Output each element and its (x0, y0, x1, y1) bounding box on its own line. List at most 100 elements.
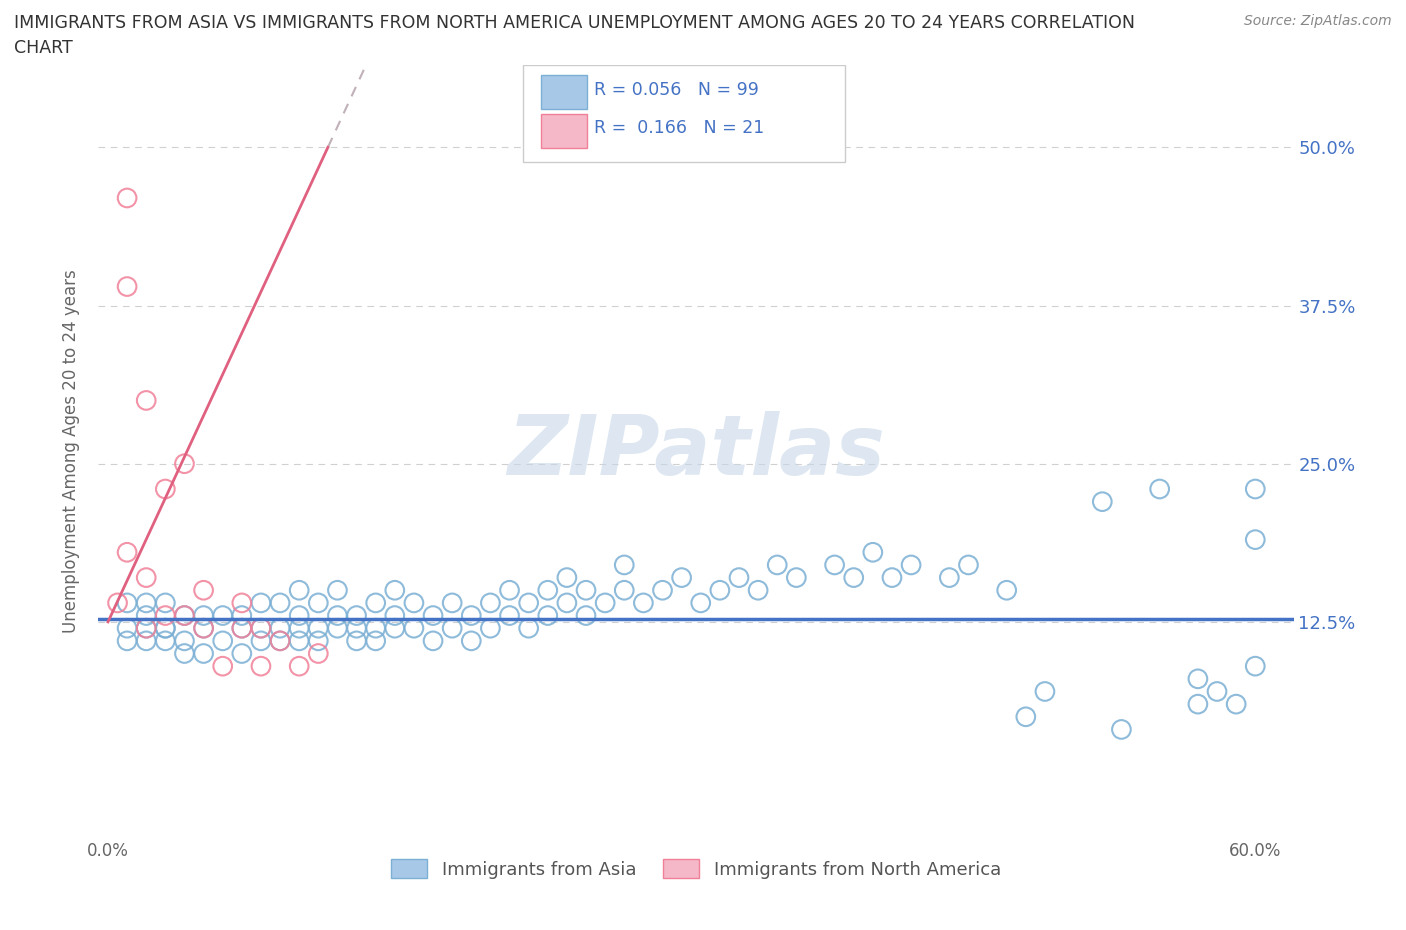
Point (115, 279, 138, 294)
Point (1225, 697, 1247, 711)
Point (135, 620, 157, 635)
Point (1091, 494, 1114, 509)
Point (115, 620, 138, 635)
Point (498, 608, 520, 623)
Point (135, 633, 157, 648)
Point (1244, 658, 1267, 673)
Point (288, 658, 311, 673)
Point (269, 620, 291, 635)
Point (250, 620, 273, 635)
Point (155, 595, 177, 610)
Text: CHART: CHART (14, 39, 73, 57)
Legend: Immigrants from Asia, Immigrants from North America: Immigrants from Asia, Immigrants from No… (384, 852, 1008, 886)
Point (250, 633, 273, 648)
Point (193, 608, 215, 623)
Point (364, 620, 387, 635)
Point (441, 595, 464, 610)
Point (307, 633, 329, 648)
Point (747, 583, 769, 598)
Point (384, 583, 406, 598)
Point (193, 646, 215, 661)
Point (1015, 710, 1038, 724)
Point (135, 608, 157, 623)
Point (862, 545, 884, 560)
Point (766, 557, 789, 572)
Point (115, 191, 138, 206)
Point (115, 595, 138, 610)
Point (346, 608, 368, 623)
Point (1187, 697, 1209, 711)
Point (173, 633, 195, 648)
Point (288, 633, 311, 648)
Point (880, 570, 903, 585)
Point (1149, 482, 1171, 497)
Point (1111, 722, 1133, 737)
Point (250, 620, 273, 635)
Point (135, 393, 157, 408)
Point (364, 595, 387, 610)
Point (593, 595, 616, 610)
Point (651, 583, 673, 598)
Point (135, 620, 157, 635)
Point (1187, 671, 1209, 686)
Point (211, 658, 233, 673)
Point (384, 620, 406, 635)
Point (498, 583, 520, 598)
Point (402, 595, 425, 610)
Point (575, 608, 598, 623)
Point (307, 620, 329, 635)
Text: ZIPatlas: ZIPatlas (508, 410, 884, 492)
Point (307, 595, 329, 610)
Point (785, 570, 807, 585)
Point (326, 620, 349, 635)
Point (107, 595, 129, 610)
Point (173, 608, 195, 623)
Text: IMMIGRANTS FROM ASIA VS IMMIGRANTS FROM NORTH AMERICA UNEMPLOYMENT AMONG AGES 20: IMMIGRANTS FROM ASIA VS IMMIGRANTS FROM … (14, 14, 1135, 32)
Point (460, 608, 482, 623)
Point (555, 595, 578, 610)
Point (231, 646, 253, 661)
Point (173, 608, 195, 623)
Point (115, 633, 138, 648)
Y-axis label: Unemployment Among Ages 20 to 24 years: Unemployment Among Ages 20 to 24 years (62, 269, 80, 633)
FancyBboxPatch shape (523, 65, 845, 162)
Point (364, 633, 387, 648)
Point (193, 620, 215, 635)
Text: R = 0.056   N = 99: R = 0.056 N = 99 (595, 81, 759, 99)
Point (231, 608, 253, 623)
Point (957, 557, 980, 572)
Point (709, 583, 731, 598)
Point (155, 633, 177, 648)
Point (441, 620, 464, 635)
Point (1244, 482, 1267, 497)
Point (537, 583, 560, 598)
Point (938, 570, 960, 585)
Point (995, 583, 1018, 598)
FancyBboxPatch shape (541, 75, 588, 109)
Point (173, 646, 195, 661)
Point (402, 620, 425, 635)
Point (269, 633, 291, 648)
Point (613, 557, 636, 572)
Point (155, 620, 177, 635)
Point (824, 557, 846, 572)
Point (155, 482, 177, 497)
Point (537, 608, 560, 623)
Point (460, 633, 482, 648)
Point (307, 646, 329, 661)
Point (231, 620, 253, 635)
Point (211, 633, 233, 648)
FancyBboxPatch shape (541, 113, 588, 148)
Point (900, 557, 922, 572)
Point (613, 583, 636, 598)
Point (517, 595, 540, 610)
Point (1244, 532, 1267, 547)
Point (1033, 684, 1056, 699)
Point (326, 583, 349, 598)
Point (155, 608, 177, 623)
Point (479, 595, 502, 610)
Point (288, 620, 311, 635)
Point (422, 633, 444, 648)
Point (479, 620, 502, 635)
Text: R =  0.166   N = 21: R = 0.166 N = 21 (595, 119, 765, 138)
